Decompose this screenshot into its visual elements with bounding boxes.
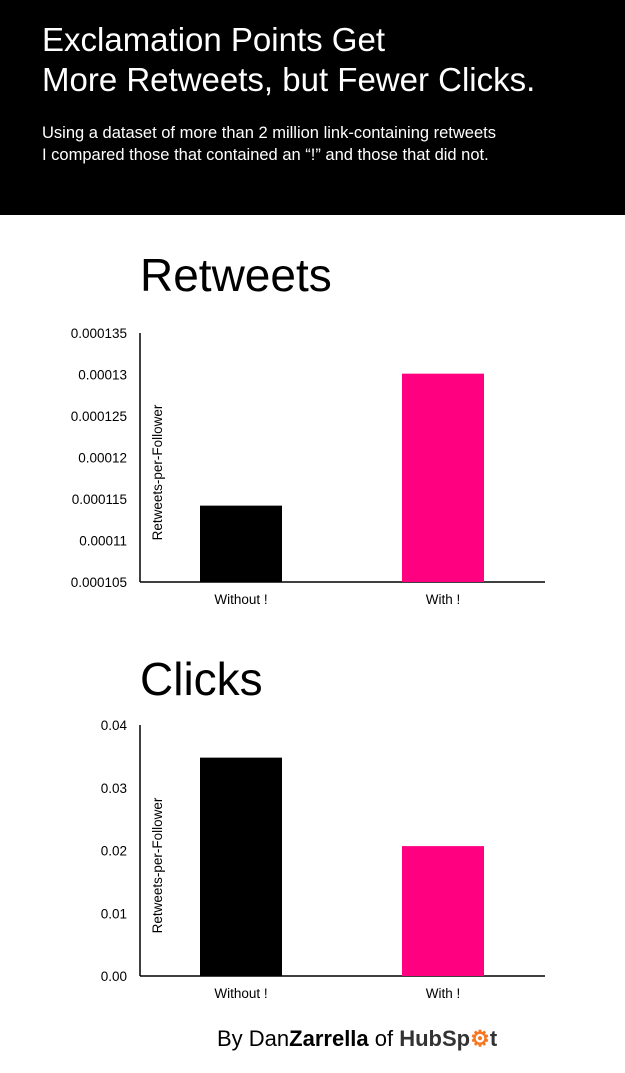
y-tick-label: 0.00013 — [78, 368, 127, 383]
clicks-chart-title: Clicks — [140, 653, 263, 705]
y-tick-label: 0.00 — [101, 969, 127, 984]
y-tick-label: 0.04 — [101, 718, 128, 733]
bar-with — [402, 373, 484, 582]
y-tick-label: 0.00012 — [78, 451, 127, 466]
byline: By DanZarrella of HubSp⚙t — [217, 1026, 497, 1052]
retweets-chart: 0.000135 0.00013 0.000125 0.00012 0.000115 0.… — [71, 326, 545, 607]
retweets-chart-title: Retweets — [140, 249, 332, 301]
byline-author: Zarrella — [289, 1026, 369, 1051]
x-tick-label: Without ! — [214, 592, 267, 607]
y-tick-label: 0.03 — [101, 781, 127, 796]
subtitle-line-1: Using a dataset of more than 2 million l… — [42, 124, 496, 142]
clicks-chart: 0.04 0.03 0.02 0.01 0.00 Without ! With ! Retwe… — [101, 718, 545, 1001]
byline-of: of — [368, 1026, 400, 1051]
bar-with — [402, 846, 484, 976]
title-line-1: Exclamation Points Get — [42, 21, 385, 58]
page-title: Exclamation Points Get More Retweets, bu… — [42, 20, 622, 100]
title-line-2: More Retweets, but Fewer Clicks. — [42, 61, 536, 98]
y-tick-label: 0.00011 — [79, 534, 127, 549]
y-axis-label: Retweets-per-Follower — [150, 404, 165, 540]
bar-without — [200, 757, 282, 976]
subtitle-line-2: I compared those that contained an “!” a… — [42, 146, 489, 164]
y-axis-label: Retweets-per-Follower — [150, 797, 165, 933]
y-tick-label: 0.000135 — [71, 326, 127, 341]
x-tick-label: Without ! — [214, 986, 267, 1001]
x-tick-label: With ! — [426, 592, 461, 607]
y-tick-label: 0.02 — [101, 844, 127, 859]
y-tick-label: 0.000105 — [71, 575, 127, 590]
y-tick-label: 0.000125 — [71, 409, 127, 424]
y-tick-label: 0.01 — [101, 906, 127, 921]
subtitle: Using a dataset of more than 2 million l… — [42, 122, 622, 166]
y-tick-label: 0.000115 — [72, 492, 127, 507]
hubspot-logo: HubSp⚙t — [399, 1026, 498, 1051]
x-tick-label: With ! — [426, 986, 461, 1001]
byline-by: By Dan — [217, 1026, 290, 1051]
bar-without — [200, 505, 282, 582]
header-banner: Exclamation Points Get More Retweets, bu… — [0, 0, 625, 215]
